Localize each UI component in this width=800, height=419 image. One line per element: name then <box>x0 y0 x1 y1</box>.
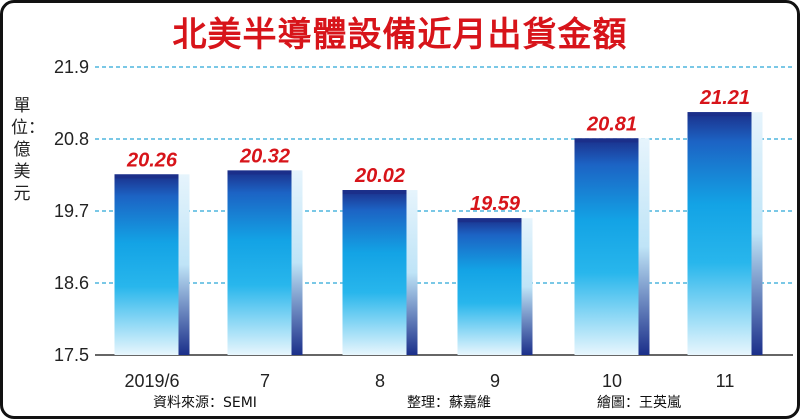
bar <box>687 112 763 355</box>
bar-top-edge <box>342 190 407 195</box>
value-label: 19.59 <box>470 193 521 215</box>
bar-side <box>406 190 418 355</box>
artist-credit: 繪圖：王英嵐 <box>597 395 681 411</box>
x-tick-label: 11 <box>716 371 735 391</box>
x-tick-label: 7 <box>260 371 270 391</box>
bar-side <box>178 174 190 355</box>
bar-face <box>342 190 407 355</box>
bar-chart: 17.5 18.6 19.7 20.8 21.9 20.26 2019/6 20.32 7 20… <box>54 57 793 391</box>
bar-face <box>457 218 522 355</box>
value-label: 20.26 <box>126 149 178 171</box>
y-tick-label: 21.9 <box>54 57 89 77</box>
bar-top-edge <box>114 174 179 179</box>
credits: 資料來源：SEMI 整理：蘇嘉維 繪圖：王英嵐 <box>3 392 797 414</box>
bar-top-edge <box>687 112 752 117</box>
bar <box>457 218 533 355</box>
x-tick-label: 8 <box>375 371 385 391</box>
x-tick-label: 9 <box>490 371 500 391</box>
bar-top-edge <box>574 138 639 143</box>
bar <box>227 170 303 355</box>
bar-side <box>521 218 533 355</box>
bar-side <box>291 170 303 355</box>
value-label: 21.21 <box>699 87 750 109</box>
bar <box>342 190 418 355</box>
y-tick-label: 18.6 <box>54 273 89 293</box>
bar <box>114 174 190 355</box>
bar-face <box>574 138 639 355</box>
value-label: 20.02 <box>354 165 405 187</box>
source-credit: 資料來源：SEMI <box>153 395 257 411</box>
bar-face <box>227 170 292 355</box>
x-tick-label: 2019/6 <box>124 371 179 391</box>
y-tick-label: 17.5 <box>54 345 89 365</box>
bar-face <box>687 112 752 355</box>
y-tick-label: 19.7 <box>54 201 89 221</box>
chart-title: 北美半導體設備近月出貨金額 <box>172 15 628 55</box>
value-label: 20.81 <box>586 113 637 135</box>
x-tick-label: 10 <box>602 371 622 391</box>
bar-side <box>638 138 650 355</box>
editor-credit: 整理：蘇嘉維 <box>407 395 491 411</box>
bar <box>574 138 650 355</box>
bar-face <box>114 174 179 355</box>
bar-top-edge <box>227 170 292 175</box>
bar-top-edge <box>457 218 522 223</box>
value-label: 20.32 <box>239 145 290 167</box>
y-tick-label: 20.8 <box>54 129 89 149</box>
bar-side <box>751 112 763 355</box>
